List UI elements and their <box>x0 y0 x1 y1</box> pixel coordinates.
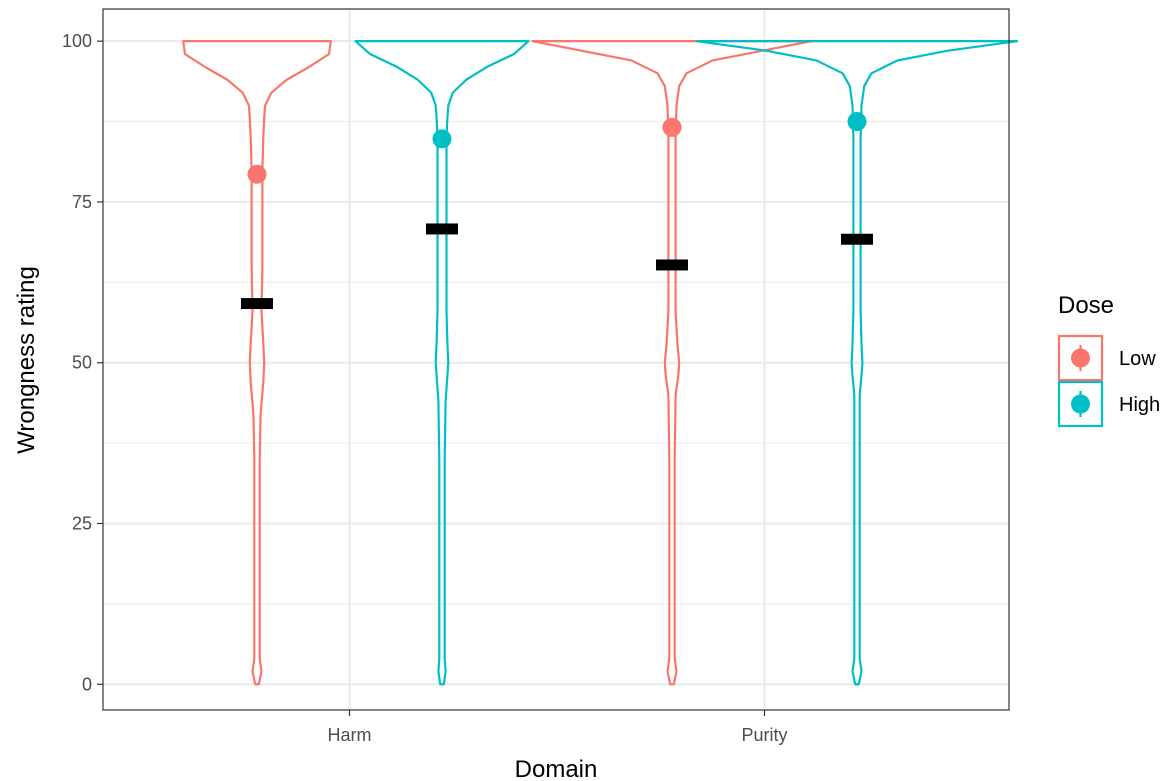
median-bar <box>426 223 458 235</box>
median-bar <box>241 298 273 310</box>
legend: Dose Low High <box>1057 292 1160 428</box>
plot-background <box>103 9 1009 710</box>
median-bars <box>241 223 873 310</box>
legend-title: Dose <box>1058 292 1114 319</box>
y-tick-label: 25 <box>72 513 92 533</box>
median-bar <box>841 233 873 245</box>
legend-key-point <box>1071 394 1090 414</box>
legend-key-high <box>1057 380 1104 428</box>
mean-point <box>247 164 267 184</box>
plot-border <box>102 8 1010 711</box>
y-tick-label: 75 <box>72 192 92 212</box>
mean-points <box>247 112 867 184</box>
violin-harm-high <box>354 40 530 686</box>
mean-point <box>432 129 452 149</box>
median-bar <box>656 259 688 271</box>
legend-label: Low <box>1119 348 1156 370</box>
y-tick-label: 50 <box>72 353 92 373</box>
mean-point <box>662 117 682 137</box>
violins <box>182 40 1019 686</box>
legend-label: High <box>1119 394 1160 416</box>
y-axis-title: Wrongness rating <box>13 266 40 454</box>
y-tick-label: 0 <box>82 674 92 694</box>
violin-purity-high <box>695 40 1019 686</box>
violin-harm-low <box>182 40 332 686</box>
y-tick-label: 100 <box>62 31 92 51</box>
legend-key-low <box>1057 334 1104 382</box>
x-axis-ticks: Harm Purity <box>328 710 788 745</box>
legend-key-point <box>1071 348 1090 368</box>
y-axis-ticks: 0 25 50 75 100 <box>62 31 103 694</box>
mean-point <box>847 112 867 132</box>
x-tick-label: Purity <box>741 725 787 745</box>
x-axis-title: Domain <box>515 756 598 781</box>
x-tick-label: Harm <box>328 725 372 745</box>
